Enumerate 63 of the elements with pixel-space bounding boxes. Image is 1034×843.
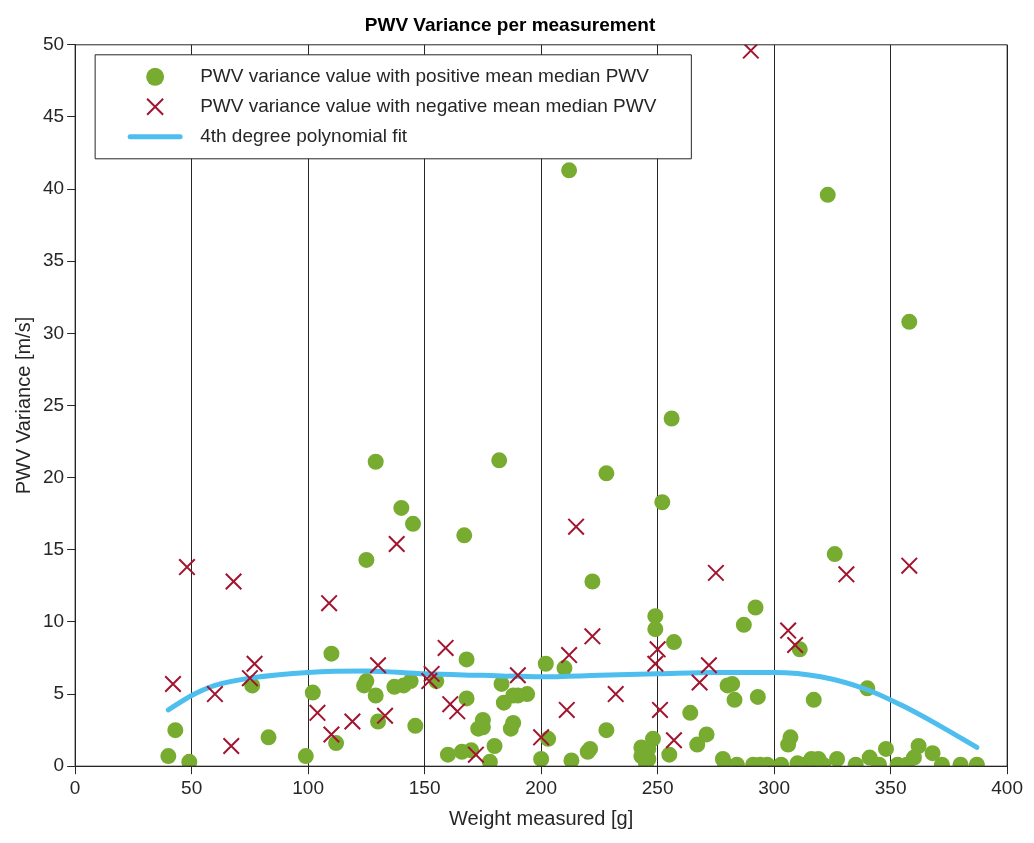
legend-label: 4th degree polynomial fit — [200, 125, 408, 147]
point — [742, 44, 760, 60]
point — [707, 564, 725, 582]
point — [178, 558, 196, 576]
y-tick-label: 45 — [42, 105, 65, 127]
point — [900, 556, 919, 575]
x-tick-label: 0 — [69, 776, 81, 798]
point — [651, 701, 669, 719]
point — [467, 745, 485, 764]
point — [422, 665, 441, 683]
point — [665, 731, 683, 750]
x-tick-label: 400 — [991, 776, 1023, 798]
point — [420, 672, 439, 690]
point — [164, 675, 182, 693]
y-tick-label: 50 — [42, 33, 65, 55]
point — [441, 695, 460, 713]
point — [320, 594, 338, 612]
legend-label: PWV variance value with positive mean median PWV — [200, 65, 650, 87]
y-tick-label: 15 — [42, 538, 65, 560]
point — [387, 535, 406, 553]
point — [532, 728, 550, 747]
y-tick-label: 40 — [42, 177, 65, 199]
y-tick-label: 35 — [42, 249, 65, 271]
x-tick-label: 100 — [292, 776, 324, 798]
point — [308, 704, 327, 722]
y-axis-title: PWV Variance [m/s] — [11, 316, 34, 495]
y-tick-label: 5 — [53, 682, 65, 704]
point — [322, 725, 341, 744]
point — [369, 656, 387, 674]
point — [245, 654, 264, 673]
point — [583, 627, 602, 646]
x-tick-label: 250 — [641, 776, 674, 798]
x-axis-title: Weight measured [g] — [449, 806, 634, 829]
point — [224, 572, 243, 591]
y-tick-label: 20 — [42, 465, 65, 487]
point — [343, 712, 362, 731]
point — [222, 737, 241, 755]
point — [700, 656, 718, 674]
point — [241, 669, 259, 687]
point — [436, 639, 455, 657]
point — [206, 685, 224, 703]
point — [606, 685, 625, 703]
point — [376, 706, 394, 725]
chart-title: PWV Variance per measurement — [364, 13, 656, 35]
y-tick-label: 25 — [42, 393, 65, 415]
point — [690, 673, 709, 692]
y-tick-label: 10 — [42, 610, 65, 632]
point — [567, 517, 585, 536]
y-tick-label: 0 — [53, 754, 65, 776]
x-tick-label: 200 — [525, 776, 557, 798]
x-tick-label: 150 — [408, 776, 441, 798]
point — [509, 666, 527, 685]
point — [448, 702, 467, 721]
x-tick-label: 350 — [874, 776, 907, 798]
point — [779, 621, 797, 640]
point — [557, 701, 576, 719]
point — [837, 565, 856, 584]
x-tick-label: 300 — [758, 776, 790, 798]
point — [786, 636, 804, 654]
x-tick-label: 50 — [181, 776, 203, 798]
legend-label: PWV variance value with negative mean median PWV — [200, 95, 657, 117]
point — [560, 646, 578, 664]
y-tick-label: 30 — [42, 321, 65, 343]
